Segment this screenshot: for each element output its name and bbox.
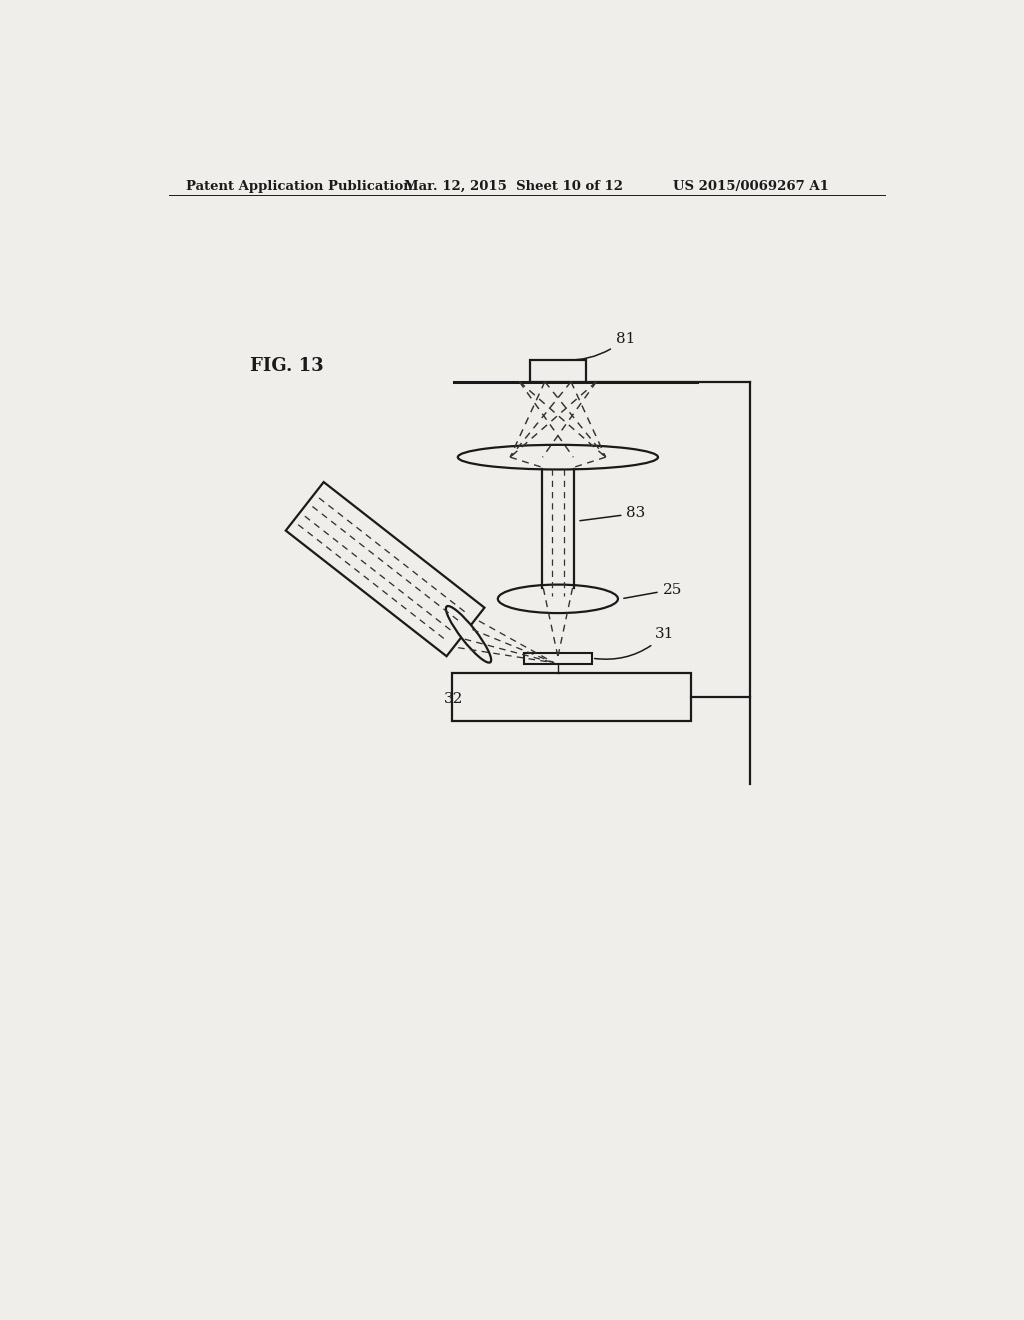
Bar	[530, 360, 586, 381]
Polygon shape	[286, 482, 484, 656]
Text: Patent Application Publication: Patent Application Publication	[186, 180, 413, 193]
Text: 25: 25	[624, 582, 682, 598]
Ellipse shape	[458, 445, 658, 470]
Text: FIG. 13: FIG. 13	[250, 358, 324, 375]
Text: 81: 81	[564, 331, 635, 360]
Text: Mar. 12, 2015  Sheet 10 of 12: Mar. 12, 2015 Sheet 10 of 12	[403, 180, 623, 193]
Text: 31: 31	[595, 627, 675, 659]
Ellipse shape	[445, 606, 492, 663]
Text: US 2015/0069267 A1: US 2015/0069267 A1	[674, 180, 829, 193]
Text: 83: 83	[580, 507, 646, 520]
Text: 32: 32	[444, 692, 464, 706]
Ellipse shape	[498, 585, 617, 612]
Bar	[453, 673, 691, 721]
Bar	[524, 653, 592, 664]
